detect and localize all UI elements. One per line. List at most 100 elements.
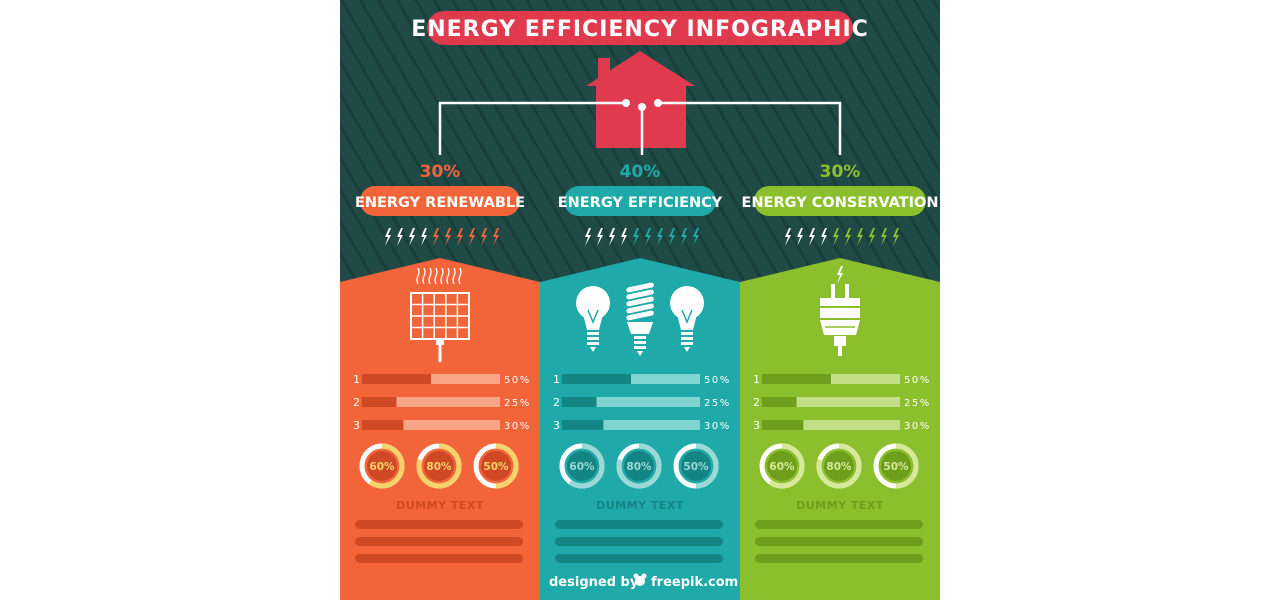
- progress-fill: [762, 374, 831, 384]
- progress-value: 25%: [704, 398, 731, 409]
- dummy-text: DUMMY TEXT: [796, 499, 884, 512]
- lightning-bolt-icon: [785, 228, 899, 246]
- category-label-renewable: ENERGY RENEWABLE: [355, 195, 525, 211]
- lightning-bolt-icon: [493, 228, 499, 246]
- progress-value: 50%: [904, 375, 931, 386]
- percent-renewable: 30%: [420, 162, 461, 182]
- connector-lines: [438, 101, 842, 155]
- donut-chart: 60%: [759, 443, 805, 489]
- progress-number: 3: [553, 419, 560, 432]
- donut-label: 50%: [683, 461, 709, 473]
- lightning-bolt-icon: [397, 228, 403, 246]
- progress-number: 2: [353, 396, 360, 409]
- lightning-bolt-icon: [809, 228, 815, 246]
- lightning-bolt-icon: [621, 228, 627, 246]
- progress-row: 2 25%: [553, 396, 731, 409]
- donut-chart: 80%: [816, 443, 862, 489]
- donut-chart: 60%: [559, 443, 605, 489]
- lightning-bolt-icon: [857, 228, 863, 246]
- progress-fill: [562, 397, 597, 407]
- progress-track: [362, 420, 500, 430]
- infographic: ENERGY EFFICIENCY INFOGRAPHIC 30% ENERGY …: [340, 0, 940, 600]
- donut-arc: [816, 443, 862, 489]
- lightning-bolt-icon: [409, 228, 415, 246]
- progress-row: 1 50%: [353, 373, 529, 386]
- progress-number: 1: [353, 373, 360, 386]
- progress-track: [562, 420, 700, 430]
- columns-layer: 30% ENERGY RENEWABLE 1 50% 2 25% 3 30% 60% 80% 50%…: [340, 162, 940, 600]
- donut-center: [624, 451, 654, 481]
- progress-row: 3 30%: [753, 419, 931, 432]
- progress-number: 3: [353, 419, 360, 432]
- donut-chart: 50%: [673, 443, 719, 489]
- donut-arc: [359, 443, 405, 489]
- progress-fill: [762, 420, 804, 430]
- progress-number: 2: [553, 396, 560, 409]
- donut-center: [367, 451, 397, 481]
- percent-efficiency: 40%: [620, 162, 661, 182]
- donut-center: [424, 451, 454, 481]
- progress-value: 25%: [504, 398, 531, 409]
- progress-number: 1: [753, 373, 760, 386]
- lightning-bolt-icon: [585, 228, 699, 246]
- placeholder-line: [355, 537, 523, 546]
- lightning-bolt-icon: [893, 228, 899, 246]
- donut-label: 80%: [626, 461, 652, 473]
- progress-value: 30%: [704, 421, 731, 432]
- solar-panel-icon: [410, 267, 470, 362]
- donut-arc: [759, 443, 805, 489]
- lightning-bolt-icon: [845, 228, 851, 246]
- progress-track: [562, 397, 700, 407]
- donut-label: 50%: [883, 461, 909, 473]
- donut-label: 60%: [769, 461, 795, 473]
- donut-chart: 50%: [473, 443, 519, 489]
- donut-center: [481, 451, 511, 481]
- lightning-bolt-icon: [821, 228, 827, 246]
- donut-arc: [673, 443, 719, 489]
- page-title: ENERGY EFFICIENCY INFOGRAPHIC: [411, 17, 869, 42]
- donut-arc: [416, 443, 462, 489]
- dummy-text: DUMMY TEXT: [596, 499, 684, 512]
- dummy-text: DUMMY TEXT: [396, 499, 484, 512]
- credit-brand: freepik.com: [651, 575, 738, 590]
- placeholder-line: [755, 554, 923, 563]
- progress-number: 2: [753, 396, 760, 409]
- lightning-bolt-icon: [421, 228, 427, 246]
- progress-value: 30%: [504, 421, 531, 432]
- donut-label: 50%: [483, 461, 509, 473]
- placeholder-line: [755, 520, 923, 529]
- power-plug-icon: [820, 266, 860, 356]
- lightning-bolt-icon: [645, 228, 651, 246]
- placeholder-line: [555, 537, 723, 546]
- lightning-bolt-icon: [881, 228, 887, 246]
- progress-value: 50%: [704, 375, 731, 386]
- donut-center: [824, 451, 854, 481]
- donut-label: 80%: [426, 461, 452, 473]
- connector-nodes: [622, 99, 662, 111]
- infographic-canvas: ENERGY EFFICIENCY INFOGRAPHIC 30% ENERGY …: [340, 0, 940, 600]
- lightning-bolt-icon: [785, 228, 791, 246]
- progress-fill: [762, 397, 797, 407]
- lightning-bolt-icon: [609, 228, 615, 246]
- lightning-bolt-icon: [869, 228, 875, 246]
- lightning-bolt-icon: [585, 228, 591, 246]
- title-pill: [427, 11, 853, 45]
- progress-track: [362, 397, 500, 407]
- category-pill-conservation: [754, 186, 926, 216]
- donut-center: [767, 451, 797, 481]
- credit-prefix: designed by: [549, 575, 639, 590]
- progress-row: 1 50%: [753, 373, 931, 386]
- donut-center: [567, 451, 597, 481]
- donut-arc: [873, 443, 919, 489]
- donut-arc: [473, 443, 519, 489]
- progress-row: 1 50%: [553, 373, 731, 386]
- freepik-logo-icon: [633, 573, 647, 586]
- progress-number: 1: [553, 373, 560, 386]
- donut-chart: 60%: [359, 443, 405, 489]
- progress-value: 25%: [904, 398, 931, 409]
- light-bulb-icon: [576, 282, 704, 356]
- progress-value: 30%: [904, 421, 931, 432]
- donut-label: 80%: [826, 461, 852, 473]
- progress-row: 3 30%: [553, 419, 731, 432]
- lightning-bolt-icon: [385, 228, 391, 246]
